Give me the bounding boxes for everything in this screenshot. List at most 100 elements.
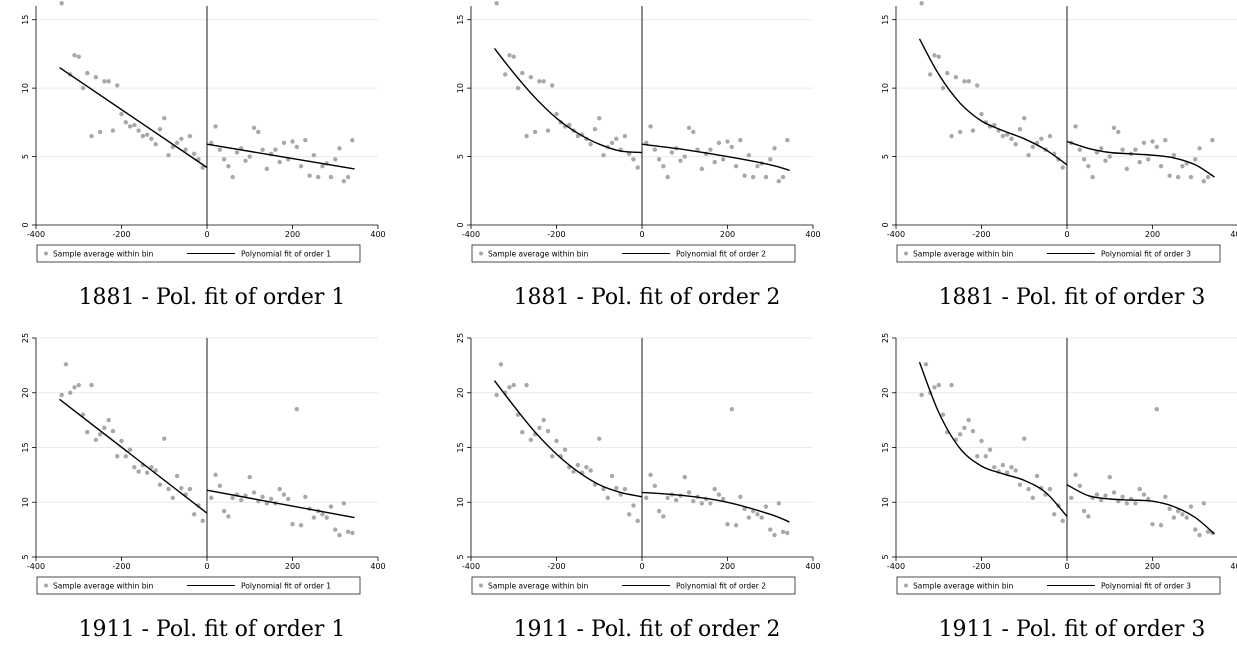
data-point [584, 465, 589, 470]
data-point [648, 124, 653, 129]
data-point [1017, 482, 1023, 487]
data-point [72, 385, 77, 390]
data-point [1150, 521, 1155, 527]
x-tick-label: -400 [462, 562, 480, 571]
data-point [1086, 514, 1091, 519]
data-point [247, 474, 252, 480]
data-point [511, 54, 516, 59]
data-point [294, 406, 299, 412]
data-point [1022, 116, 1027, 121]
data-point [962, 425, 967, 430]
legend-point-marker [479, 583, 483, 588]
data-point [511, 382, 516, 388]
data-point [72, 53, 77, 58]
data-point [200, 518, 205, 524]
data-point [1158, 163, 1164, 169]
x-tick-label: 400 [1230, 230, 1237, 239]
data-point [1124, 501, 1130, 506]
x-tick-label: 0 [1064, 230, 1069, 239]
data-point [136, 469, 141, 474]
data-point [162, 436, 167, 441]
data-point [686, 490, 692, 495]
data-point [979, 438, 984, 444]
data-point [85, 70, 90, 76]
data-point [1077, 483, 1083, 489]
data-point [772, 146, 777, 151]
data-point [89, 133, 94, 139]
data-point [328, 174, 334, 180]
chart-svg: 0 5 10 15 -400 -200 0 200 400 Sample average with… [456, 1, 821, 263]
data-point [768, 527, 773, 532]
data-point [970, 428, 976, 434]
fit-line-fit-left [59, 67, 208, 169]
data-point [1060, 518, 1065, 524]
data-point [554, 438, 559, 444]
data-point [119, 111, 124, 117]
data-point [983, 454, 988, 459]
data-point [333, 527, 338, 532]
data-point [1030, 495, 1035, 501]
data-point [528, 437, 534, 443]
data-point [622, 486, 628, 492]
data-point [1077, 147, 1083, 152]
data-point [1120, 147, 1125, 152]
panel-caption: 1881 - Pol. fit of order 3 [938, 285, 1206, 310]
data-point [174, 473, 180, 479]
y-tick-label: 10 [456, 497, 465, 507]
data-point [665, 495, 670, 501]
data-point [1099, 146, 1104, 151]
x-tick-label: 400 [805, 562, 820, 571]
data-point [750, 174, 756, 180]
data-point [209, 495, 214, 501]
data-point [239, 497, 244, 503]
data-point [652, 483, 658, 489]
data-point [928, 72, 933, 77]
data-point [1047, 133, 1053, 139]
data-point [89, 382, 94, 388]
data-point [1188, 174, 1194, 180]
data-point [953, 74, 959, 80]
data-point [601, 486, 606, 492]
data-point [311, 152, 317, 158]
data-point [932, 385, 937, 390]
panel-caption: 1881 - Pol. fit of order 2 [513, 285, 781, 310]
data-point [1141, 140, 1147, 146]
data-point [966, 417, 971, 423]
data-point [729, 406, 734, 412]
data-point [919, 1, 924, 6]
data-point [940, 85, 946, 91]
data-point [562, 447, 568, 452]
x-tick-label: 400 [370, 562, 385, 571]
data-point [345, 529, 351, 535]
data-point [768, 157, 773, 162]
data-point [303, 494, 308, 499]
data-point [1175, 174, 1181, 180]
y-tick-label: 20 [456, 388, 465, 398]
data-point [1158, 523, 1164, 528]
data-point [179, 485, 184, 491]
data-point [187, 486, 193, 492]
data-point [1137, 159, 1142, 165]
data-point [1180, 512, 1185, 517]
x-tick-label: 200 [285, 230, 300, 239]
data-point [1022, 436, 1027, 441]
data-point [541, 417, 546, 423]
data-point [614, 485, 619, 491]
data-point [1133, 501, 1138, 506]
data-point [97, 432, 103, 437]
data-point [597, 116, 602, 121]
data-point [230, 174, 235, 180]
data-point [273, 147, 278, 152]
fit-line-fit-left [918, 361, 1068, 517]
data-point [567, 122, 572, 128]
data-point [217, 483, 223, 489]
x-tick-label: 400 [370, 230, 385, 239]
y-tick-label: 15 [21, 442, 30, 452]
data-point [106, 79, 111, 84]
data-point [520, 70, 525, 76]
data-point [648, 472, 653, 478]
data-point [626, 512, 632, 517]
x-tick-label: 200 [1145, 230, 1160, 239]
data-point [1167, 506, 1172, 512]
data-point [149, 136, 154, 141]
